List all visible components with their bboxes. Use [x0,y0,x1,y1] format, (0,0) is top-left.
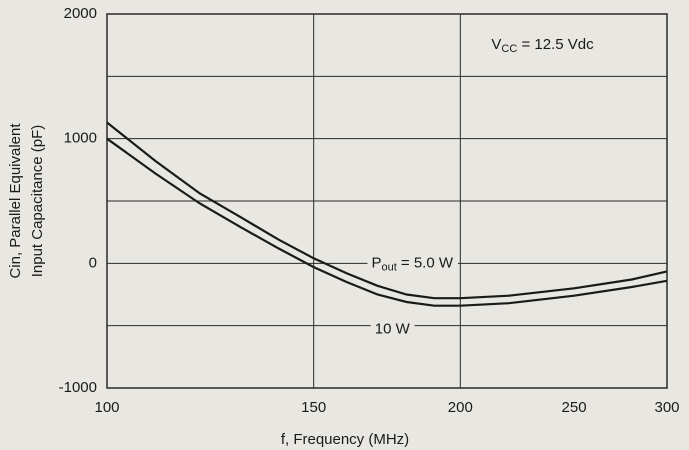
x-tick-label: 150 [301,399,326,416]
x-tick-label: 100 [94,399,119,416]
annotation-subscript: CC [501,43,517,55]
annotation-text: V [491,36,501,53]
annotation-text: 10 W [375,320,411,337]
annotation: Pout = 5.0 W [371,254,453,273]
x-tick-label: 250 [562,399,587,416]
series-line [106,121,668,300]
annotation-text: = 5.0 W [397,254,454,271]
annotation-subscript: out [381,261,396,273]
y-axis-label: Input Capacitance (pF) [29,125,46,278]
y-tick-label: -1000 [59,379,97,396]
annotation-bg [367,254,458,274]
annotation-bg [487,36,599,56]
y-tick-label: 1000 [64,130,97,147]
y-axis-label: Cin, Parallel Equivalent [7,123,24,279]
y-tick-label: 0 [89,254,97,271]
annotation-text: = 12.5 Vdc [517,36,594,53]
x-axis-label: f, Frequency (MHz) [281,431,409,448]
x-tick-label: 300 [654,399,679,416]
annotation-text: P [371,254,381,271]
annotation-bg [370,320,415,338]
x-tick-label: 200 [448,399,473,416]
annotation: 10 W [375,320,411,337]
y-tick-label: 2000 [64,5,97,22]
annotation: VCC = 12.5 Vdc [491,36,594,55]
series-line [106,137,668,307]
